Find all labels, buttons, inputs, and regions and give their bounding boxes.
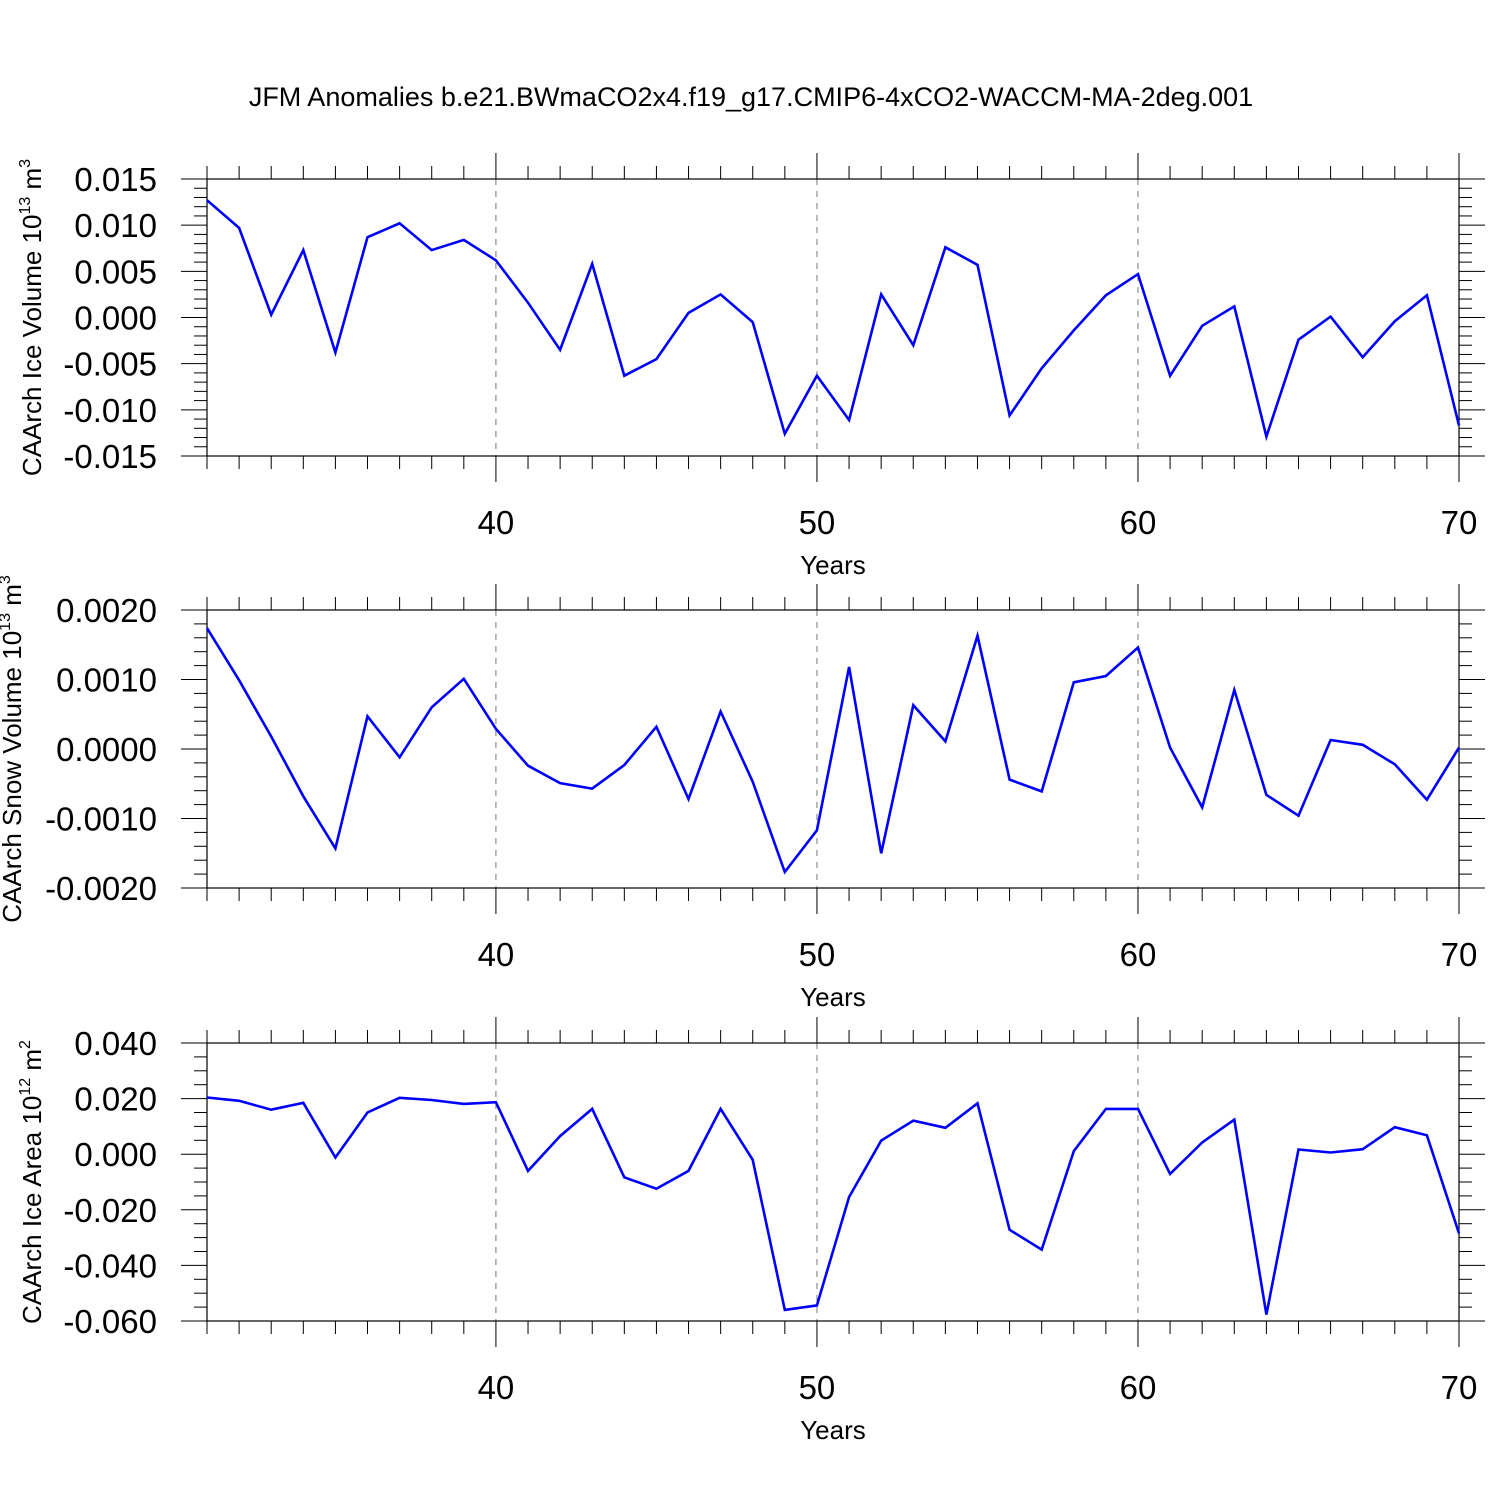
y-tick-label: -0.060: [63, 1303, 157, 1340]
x-tick-label: 40: [478, 936, 515, 973]
y-tick-label: -0.010: [63, 392, 157, 429]
plot-frame: [206, 178, 1460, 457]
x-tick-label: 50: [799, 936, 836, 973]
y-tick-label: 0.010: [74, 207, 157, 244]
x-axis-title: Years: [800, 1415, 866, 1445]
panel-3: 40 50 60 70 -0.060 -0.040 -0.020 0.000 0.020 0.04…: [17, 1017, 1485, 1445]
y-tick-label: 0.0020: [56, 592, 157, 629]
panels: 40 50 60 70 -0.015 -0.010 -0.005 0.000 0.005 0.01…: [0, 153, 1485, 1445]
x-tick-label: 40: [478, 1369, 515, 1406]
y-tick-label: -0.0020: [45, 870, 157, 907]
x-tick-label: 60: [1120, 936, 1157, 973]
x-tick-label: 70: [1441, 936, 1478, 973]
plot-frame: [206, 1042, 1460, 1322]
y-tick-label: 0.005: [74, 253, 157, 290]
x-tick-label: 50: [799, 1369, 836, 1406]
y-tick-label: 0.000: [74, 1136, 157, 1173]
y-tick-label: -0.0010: [45, 801, 157, 838]
y-tick-label: -0.020: [63, 1192, 157, 1229]
y-axis-title: CAArch Snow Volume 1013 m3: [0, 575, 27, 923]
y-tick-label: -0.015: [63, 438, 157, 475]
x-tick-label: 60: [1120, 504, 1157, 541]
series-line: [205, 627, 1461, 875]
x-axis-title: Years: [800, 550, 866, 580]
y-tick-label: -0.040: [63, 1247, 157, 1284]
x-axis-title: Years: [800, 982, 866, 1012]
chart-title: JFM Anomalies b.e21.BWmaCO2x4.f19_g17.CM…: [249, 82, 1253, 112]
y-axis-title: CAArch Ice Area 1012 m2: [17, 1040, 47, 1324]
panel-2: 40 50 60 70 -0.0020 -0.0010 0.0000 0.0010 0.0020…: [0, 575, 1485, 1012]
series-line: [206, 1096, 1461, 1315]
y-axis-title: CAArch Ice Volume 1013 m3: [17, 159, 47, 476]
y-tick-label: 0.020: [74, 1081, 157, 1118]
y-tick-label: 0.040: [74, 1025, 157, 1062]
y-tick-label: 0.0000: [56, 731, 157, 768]
y-tick-label: -0.005: [63, 346, 157, 383]
x-tick-label: 40: [478, 504, 515, 541]
series-line: [206, 199, 1461, 442]
y-tick-label: 0.015: [74, 161, 157, 198]
panel-1: 40 50 60 70 -0.015 -0.010 -0.005 0.000 0.005 0.01…: [17, 153, 1485, 580]
y-tick-label: 0.000: [74, 300, 157, 337]
x-tick-label: 50: [799, 504, 836, 541]
y-tick-label: 0.0010: [56, 662, 157, 699]
x-tick-label: 60: [1120, 1369, 1157, 1406]
x-tick-label: 70: [1441, 504, 1478, 541]
x-tick-label: 70: [1441, 1369, 1478, 1406]
